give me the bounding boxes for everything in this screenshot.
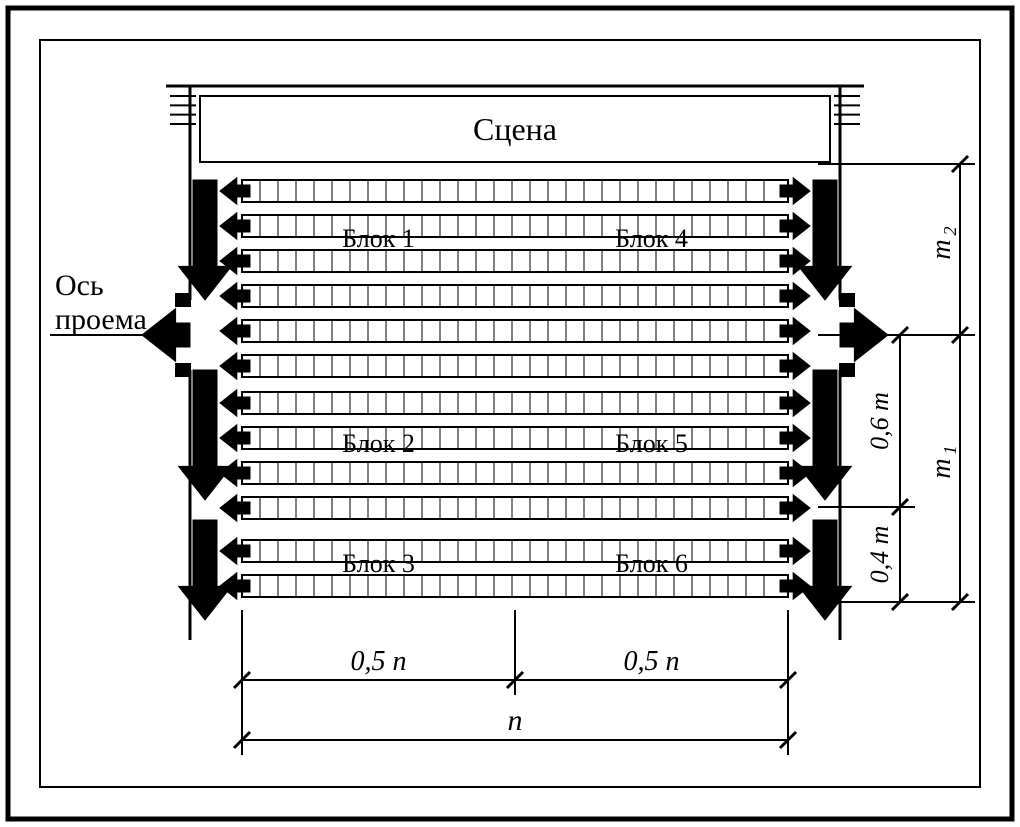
seat-row: [242, 392, 788, 414]
block-label: Блок 2: [342, 429, 415, 458]
seat-row: [242, 427, 788, 449]
seat-row: [242, 180, 788, 202]
seat-row: [242, 285, 788, 307]
dim-half-n-right: 0,5 п: [624, 646, 680, 677]
axis-label-2: проема: [55, 303, 147, 336]
block-label: Блок 5: [615, 429, 688, 458]
block-label: Блок 6: [615, 549, 688, 578]
block-label: Блок 4: [615, 224, 688, 253]
dim-n: п: [508, 704, 523, 737]
svg-text:m: m: [926, 239, 957, 259]
dim-m2: m2: [926, 227, 960, 260]
diagram-canvas: Сцена Осьпроема Блок 1 Блок 4 Блок 2 Блок 5 Бл…: [0, 0, 1020, 827]
dim-04m: 0,4 m: [865, 526, 894, 584]
svg-text:2: 2: [940, 227, 960, 236]
block-label: Блок 3: [342, 549, 415, 578]
seat-row: [242, 575, 788, 597]
seat-row: [242, 462, 788, 484]
svg-text:m: m: [926, 458, 957, 478]
seat-row: [242, 320, 788, 342]
dim-06m: 0,6 m: [865, 392, 894, 450]
dim-m1: m1: [926, 446, 960, 479]
svg-text:1: 1: [940, 446, 960, 455]
block-label: Блок 1: [342, 224, 415, 253]
seat-row: [242, 355, 788, 377]
seat-row: [242, 540, 788, 562]
axis-label-1: Ось: [55, 269, 104, 302]
stage-label: Сцена: [473, 111, 557, 147]
seat-row: [242, 215, 788, 237]
dim-half-n-left: 0,5 п: [351, 646, 407, 677]
seat-row: [242, 250, 788, 272]
seat-row: [242, 497, 788, 519]
